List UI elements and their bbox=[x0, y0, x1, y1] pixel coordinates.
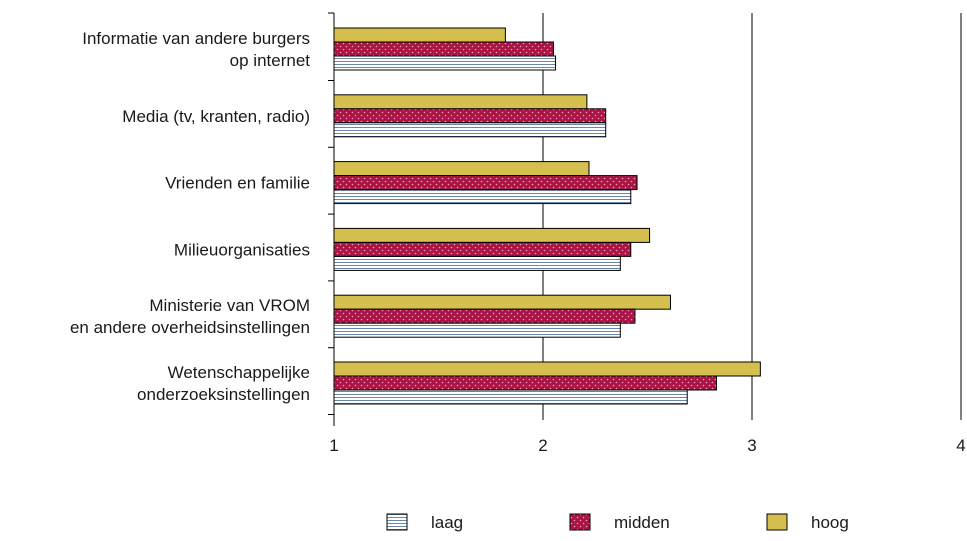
gridlines bbox=[542, 13, 962, 420]
legend-label-midden: midden bbox=[614, 513, 670, 532]
legend-label-hoog: hoog bbox=[811, 513, 849, 532]
category-label: Ministerie van VROM bbox=[149, 296, 310, 315]
bar-laag bbox=[333, 122, 607, 138]
bar-hoog bbox=[333, 27, 506, 43]
bar-laag bbox=[333, 55, 557, 71]
axes bbox=[328, 12, 335, 426]
category-label: Vrienden en familie bbox=[165, 174, 310, 193]
bar-midden bbox=[333, 41, 554, 57]
legend-swatch-midden bbox=[569, 513, 591, 531]
x-tick-label: 3 bbox=[747, 436, 756, 455]
bar-midden bbox=[333, 241, 632, 257]
bar-hoog bbox=[333, 161, 590, 177]
bar-laag bbox=[333, 322, 621, 338]
bar-laag bbox=[333, 189, 632, 205]
category-label: Informatie van andere burgers bbox=[82, 29, 310, 48]
x-tick-labels: 1 2 3 4 bbox=[329, 436, 965, 455]
bars bbox=[333, 27, 761, 405]
legend-swatch-hoog bbox=[766, 513, 788, 531]
category-label: Wetenschappelijke bbox=[168, 363, 310, 382]
bar-hoog bbox=[333, 227, 651, 243]
bar-midden bbox=[333, 175, 638, 191]
bar-hoog bbox=[333, 361, 761, 377]
category-label: en andere overheidsinstellingen bbox=[70, 318, 310, 337]
x-tick-label: 4 bbox=[956, 436, 965, 455]
category-label: Media (tv, kranten, radio) bbox=[122, 107, 310, 126]
bar-midden bbox=[333, 308, 636, 324]
category-label: op internet bbox=[230, 51, 311, 70]
legend-label-laag: laag bbox=[431, 513, 463, 532]
bar-midden bbox=[333, 108, 607, 124]
category-label: Milieuorganisaties bbox=[174, 240, 310, 259]
bar-hoog bbox=[333, 294, 671, 310]
x-tick-label: 2 bbox=[538, 436, 547, 455]
bar-hoog bbox=[333, 94, 588, 110]
category-labels: Informatie van andere burgers op internet… bbox=[70, 29, 310, 404]
legend-swatch-laag bbox=[386, 513, 408, 531]
category-label: onderzoeksinstellingen bbox=[137, 385, 310, 404]
bar-midden bbox=[333, 375, 717, 391]
bar-laag bbox=[333, 389, 688, 405]
legend: laag midden hoog bbox=[386, 513, 849, 532]
bar-laag bbox=[333, 255, 621, 271]
x-tick-label: 1 bbox=[329, 436, 338, 455]
